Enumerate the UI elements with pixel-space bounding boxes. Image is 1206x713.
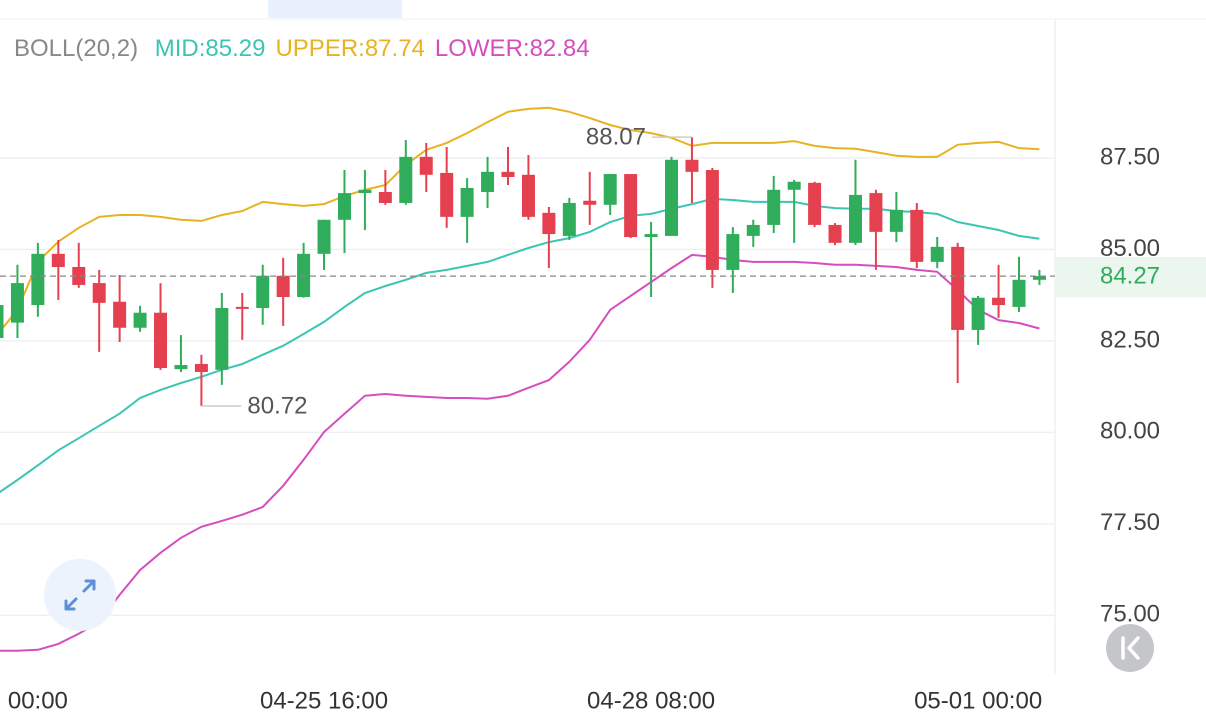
x-tick-label: 05-01 00:00: [914, 687, 1042, 713]
candle-body: [603, 174, 617, 205]
candle-body: [113, 301, 127, 328]
candle-body: [767, 189, 781, 225]
candle-body: [787, 181, 801, 190]
candle-body: [808, 182, 822, 225]
y-tick-label: 75.00: [1100, 601, 1160, 628]
candle-body: [869, 193, 883, 232]
y-tick-label: 80.00: [1100, 418, 1160, 445]
candle-body: [828, 224, 842, 243]
candle-body: [256, 275, 270, 308]
candle-body: [624, 174, 638, 237]
candle-body: [951, 246, 965, 330]
candle-body: [0, 305, 4, 338]
candle-body: [10, 283, 24, 323]
candle-body: [215, 307, 229, 370]
candle-body: [501, 171, 515, 177]
candle-body: [992, 297, 1006, 306]
candle-body: [440, 172, 454, 217]
candle-body: [644, 234, 658, 237]
expand-icon[interactable]: [64, 579, 96, 611]
candle-body: [1032, 276, 1046, 280]
candle-body: [419, 156, 433, 175]
last-price-label: 84.27: [1100, 262, 1160, 289]
band-line: [0, 197, 1040, 494]
grid: [0, 157, 1055, 617]
y-tick-label: 87.50: [1100, 143, 1160, 170]
candle-body: [317, 219, 331, 254]
candle-body: [399, 156, 413, 203]
candle-body: [583, 200, 597, 205]
candle-body: [276, 275, 290, 298]
top-tab[interactable]: [268, 0, 402, 18]
x-tick-label: 04-28 08:00: [587, 687, 715, 713]
band-line: [0, 106, 1040, 333]
candle-body: [337, 193, 351, 220]
candle-body: [378, 191, 392, 203]
candle-body: [72, 266, 86, 285]
y-tick-label: 77.50: [1100, 509, 1160, 536]
legend-entry: MID:85.29: [155, 35, 266, 62]
candle-body: [889, 209, 903, 232]
candle-body: [235, 306, 249, 309]
y-tick-label: 85.00: [1100, 235, 1160, 262]
candle-body: [31, 253, 45, 306]
candles: [0, 137, 1046, 407]
candle-body: [194, 363, 208, 373]
legend-entry: UPPER:87.74: [275, 35, 424, 62]
candle-body: [1012, 279, 1026, 307]
candle-body: [746, 224, 760, 236]
expand-button[interactable]: [44, 559, 116, 631]
legend-entry: LOWER:82.84: [435, 35, 590, 62]
candle-body: [92, 283, 106, 303]
y-tick-label: 82.50: [1100, 326, 1160, 353]
candle-body: [910, 209, 924, 262]
legend: BOLL(20,2) MID:85.29 UPPER:87.74 LOWER:82.…: [14, 35, 590, 62]
candle-body: [971, 297, 985, 330]
x-tick-label: 04-25 16:00: [260, 687, 388, 713]
candle-body: [726, 234, 740, 270]
scroll-latest-button[interactable]: [1106, 624, 1154, 672]
candle-body: [542, 212, 556, 235]
candle-body: [848, 194, 862, 243]
band-line: [0, 253, 1040, 652]
candle-body: [460, 187, 474, 217]
min-label: 80.72: [247, 392, 307, 419]
candle-body: [133, 312, 147, 328]
candle-body: [174, 365, 188, 370]
x-tick-label: 00:00: [8, 687, 68, 713]
candle-body: [562, 202, 576, 236]
candle-body: [51, 253, 65, 267]
candle-body: [297, 253, 311, 298]
candle-body: [705, 170, 719, 270]
expand-bg[interactable]: [44, 559, 116, 631]
candle-body: [521, 174, 535, 217]
scroll-icon[interactable]: [1121, 636, 1140, 660]
candle-body: [685, 159, 699, 172]
candle-body: [665, 159, 679, 236]
candle-body: [481, 171, 495, 192]
indicator-label: BOLL(20,2): [14, 35, 138, 62]
bands: [0, 106, 1040, 652]
candle-body: [930, 246, 944, 262]
candle-body: [358, 189, 372, 194]
candle-body: [154, 312, 168, 368]
overlay: 88.07 80.72 84.27: [0, 123, 1206, 419]
max-label: 88.07: [586, 123, 646, 150]
last-price-box: [1056, 257, 1206, 298]
